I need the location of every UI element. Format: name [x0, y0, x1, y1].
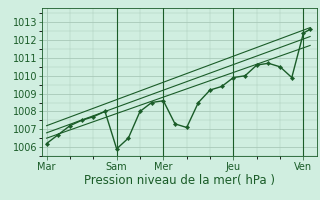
X-axis label: Pression niveau de la mer( hPa ): Pression niveau de la mer( hPa ): [84, 174, 275, 187]
